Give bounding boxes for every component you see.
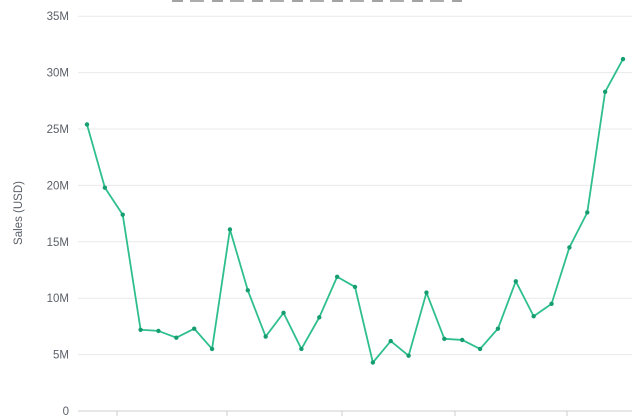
data-point-marker (138, 327, 143, 332)
data-point-marker (388, 338, 393, 344)
data-point-marker (156, 328, 161, 334)
data-point-marker (460, 337, 465, 343)
data-point-marker (477, 346, 483, 352)
gridlines (78, 15, 632, 356)
y-tick-label: 20M (47, 180, 69, 192)
data-point-marker (281, 310, 286, 316)
y-tick-label: 15M (47, 237, 69, 249)
data-point-marker (567, 245, 572, 250)
data-point-marker (84, 122, 90, 127)
data-point-marker (209, 346, 215, 352)
data-point-marker (102, 185, 108, 190)
y-tick-label: 35M (47, 11, 69, 23)
data-point-marker (406, 353, 411, 358)
y-tick-label: 10M (47, 293, 69, 305)
x-axis (78, 410, 632, 416)
y-axis-tick-labels: 0 5M 10M 15M 20M 25M 30M 35M (47, 11, 69, 418)
data-point-marker (513, 279, 518, 284)
y-tick-label: 30M (47, 68, 69, 80)
data-point-marker (299, 346, 304, 352)
y-tick-label: 25M (47, 124, 69, 136)
data-point-marker (352, 284, 358, 290)
data-point-marker (317, 315, 322, 320)
data-point-marker (334, 274, 340, 279)
data-point-marker (370, 360, 376, 365)
y-tick-label: 5M (53, 350, 69, 362)
y-axis-title: Sales (USD) (13, 181, 25, 245)
data-point-marker (192, 326, 197, 331)
data-point-marker (442, 336, 447, 342)
data-point-marker (549, 301, 554, 307)
sales-series-line (84, 56, 626, 365)
data-point-marker (120, 212, 125, 217)
clipped-chart-title (172, 0, 462, 2)
data-point-marker (263, 334, 268, 339)
y-tick-label: 0 (63, 406, 69, 418)
data-point-marker (424, 290, 429, 295)
data-point-marker (531, 314, 536, 319)
data-point-marker (174, 335, 179, 340)
data-point-marker (495, 326, 501, 331)
data-point-marker (602, 89, 608, 94)
data-point-marker (585, 210, 590, 215)
data-point-marker (227, 227, 233, 232)
data-point-marker (620, 56, 626, 62)
data-point-marker (245, 288, 250, 293)
